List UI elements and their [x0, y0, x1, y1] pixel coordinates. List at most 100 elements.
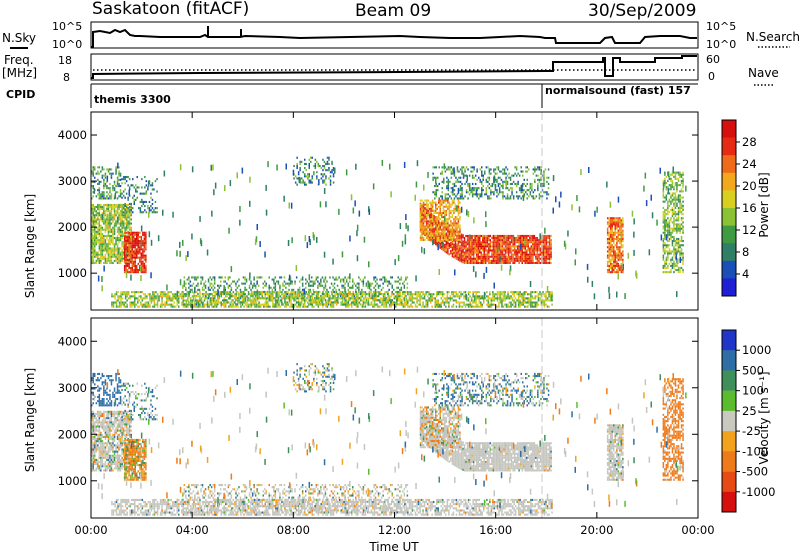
power-cell — [119, 203, 122, 206]
power-cell — [480, 245, 482, 248]
power-cell — [441, 214, 443, 217]
power-cell — [453, 185, 456, 188]
power-cell — [173, 297, 175, 300]
power-cell — [94, 218, 96, 221]
power-cell — [546, 197, 548, 200]
power-cell — [450, 250, 452, 253]
power-cell — [91, 247, 93, 250]
power-cell — [614, 221, 616, 224]
power-cell — [235, 303, 238, 306]
power-cell — [673, 196, 675, 199]
power-cell — [367, 286, 369, 289]
power-cell — [311, 181, 313, 184]
power-cell — [664, 242, 666, 245]
power-cell — [125, 214, 128, 217]
power-cell — [428, 216, 431, 219]
power-cell — [478, 197, 480, 200]
power-cell — [680, 204, 683, 207]
power-cell — [442, 230, 445, 233]
power-cell — [526, 251, 528, 254]
power-cell — [92, 241, 94, 244]
power-cell — [466, 243, 469, 246]
power-cell — [94, 255, 96, 258]
power-cell — [316, 177, 318, 180]
power-cell — [119, 189, 122, 192]
power-cell — [97, 189, 99, 192]
power-cell — [608, 271, 610, 274]
power-cell — [256, 276, 258, 279]
power-cell — [547, 245, 549, 248]
power-cell — [121, 228, 123, 231]
power-cell — [117, 295, 119, 298]
power-cell — [97, 178, 99, 181]
power-cell — [450, 191, 453, 194]
power-cell — [175, 293, 177, 296]
power-cell — [682, 190, 684, 193]
power-cell — [472, 243, 475, 246]
power-cell — [620, 242, 623, 245]
power-cell — [480, 251, 482, 254]
power-cell — [125, 226, 128, 229]
power-cell — [425, 208, 428, 211]
power-cell — [667, 179, 669, 182]
power-cell — [473, 193, 475, 196]
power-cell — [134, 301, 136, 304]
power-cell — [115, 249, 117, 252]
power-cell — [235, 299, 237, 302]
power-cell — [471, 239, 473, 242]
power-cell — [283, 284, 286, 287]
power-cell — [616, 246, 618, 249]
power-cell — [614, 250, 616, 253]
power-cell — [103, 168, 105, 171]
power-cell — [128, 262, 130, 265]
power-cell — [619, 227, 621, 230]
power-cell — [206, 299, 209, 302]
power-cell — [106, 257, 108, 260]
power-cell — [136, 196, 138, 199]
power-cell — [116, 226, 119, 229]
power-cell — [422, 218, 425, 221]
power-cell — [525, 185, 527, 188]
power-cell — [143, 250, 146, 253]
power-cell — [531, 189, 533, 192]
power-cell — [482, 176, 484, 179]
power-cell — [370, 282, 372, 285]
power-cell — [445, 224, 448, 227]
power-cell — [673, 198, 675, 201]
power-cell — [299, 179, 301, 182]
power-cell — [662, 266, 665, 269]
power-cell — [523, 178, 525, 181]
power-cell — [515, 239, 517, 242]
power-cell — [511, 189, 513, 192]
power-cell — [491, 253, 493, 256]
power-cell — [439, 209, 441, 212]
power-cell — [226, 291, 229, 294]
power-cell — [91, 170, 93, 173]
power-cell — [448, 245, 451, 248]
power-cell — [376, 282, 378, 285]
power-cell — [425, 226, 428, 229]
power-cell — [137, 301, 139, 304]
power-cell — [121, 251, 123, 254]
power-cell — [149, 295, 151, 298]
power-cell — [110, 259, 113, 262]
power-cell — [539, 241, 542, 244]
power-cell — [512, 257, 514, 260]
power-cell — [326, 162, 329, 165]
power-cell — [611, 254, 613, 257]
power-cell — [112, 172, 114, 175]
power-cell — [441, 236, 443, 239]
power-cell — [614, 264, 616, 267]
power-cell — [136, 233, 138, 236]
power-cell — [91, 228, 93, 231]
power-cell — [447, 189, 450, 192]
power-cell — [435, 243, 437, 246]
power-cell — [121, 226, 123, 229]
power-cell — [512, 180, 515, 183]
power-cell — [122, 220, 125, 223]
power-cell — [94, 243, 96, 246]
power-cell — [614, 266, 616, 269]
power-cell — [515, 191, 518, 194]
power-cell — [525, 191, 527, 194]
power-cell — [136, 271, 138, 274]
